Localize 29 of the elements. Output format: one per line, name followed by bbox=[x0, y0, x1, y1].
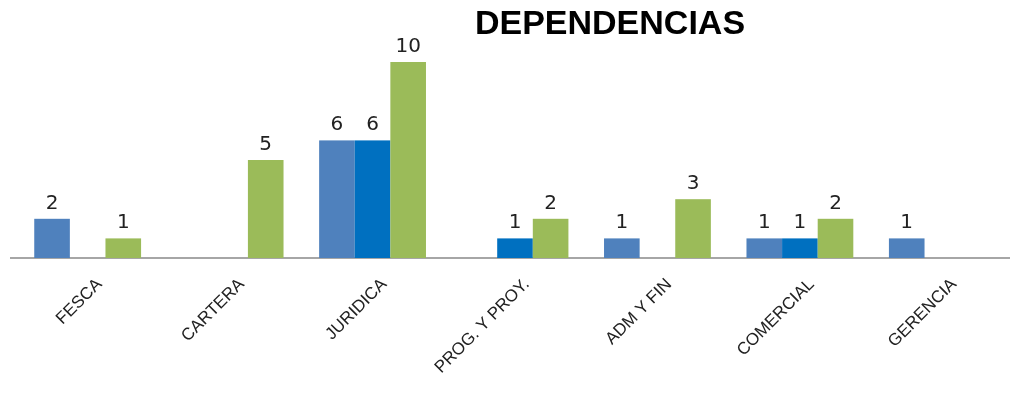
data-label: 10 bbox=[395, 33, 421, 57]
bar bbox=[675, 199, 711, 258]
bar bbox=[746, 238, 783, 258]
data-label: 1 bbox=[615, 209, 629, 234]
data-label: 1 bbox=[116, 209, 130, 234]
data-label: 1 bbox=[793, 209, 807, 234]
bar bbox=[888, 238, 925, 258]
chart-title: DEPENDENCIAS bbox=[474, 3, 746, 41]
data-label: 3 bbox=[686, 170, 700, 195]
data-label: 2 bbox=[544, 189, 557, 214]
bar bbox=[319, 140, 355, 258]
bar bbox=[497, 238, 533, 258]
data-label: 1 bbox=[900, 209, 914, 234]
data-label: 6 bbox=[366, 111, 379, 136]
bar bbox=[532, 218, 569, 258]
data-label: 2 bbox=[45, 189, 59, 214]
bar bbox=[34, 218, 70, 258]
data-label: 2 bbox=[829, 189, 842, 214]
data-label: 6 bbox=[330, 111, 344, 136]
bar bbox=[390, 62, 426, 258]
bar bbox=[354, 140, 391, 258]
bar bbox=[105, 238, 142, 258]
bar bbox=[604, 238, 640, 258]
bar bbox=[247, 160, 284, 258]
bar bbox=[817, 218, 854, 258]
data-label: 1 bbox=[757, 209, 771, 234]
data-label: 1 bbox=[508, 209, 522, 234]
data-label: 5 bbox=[259, 131, 273, 155]
bar bbox=[782, 238, 818, 258]
